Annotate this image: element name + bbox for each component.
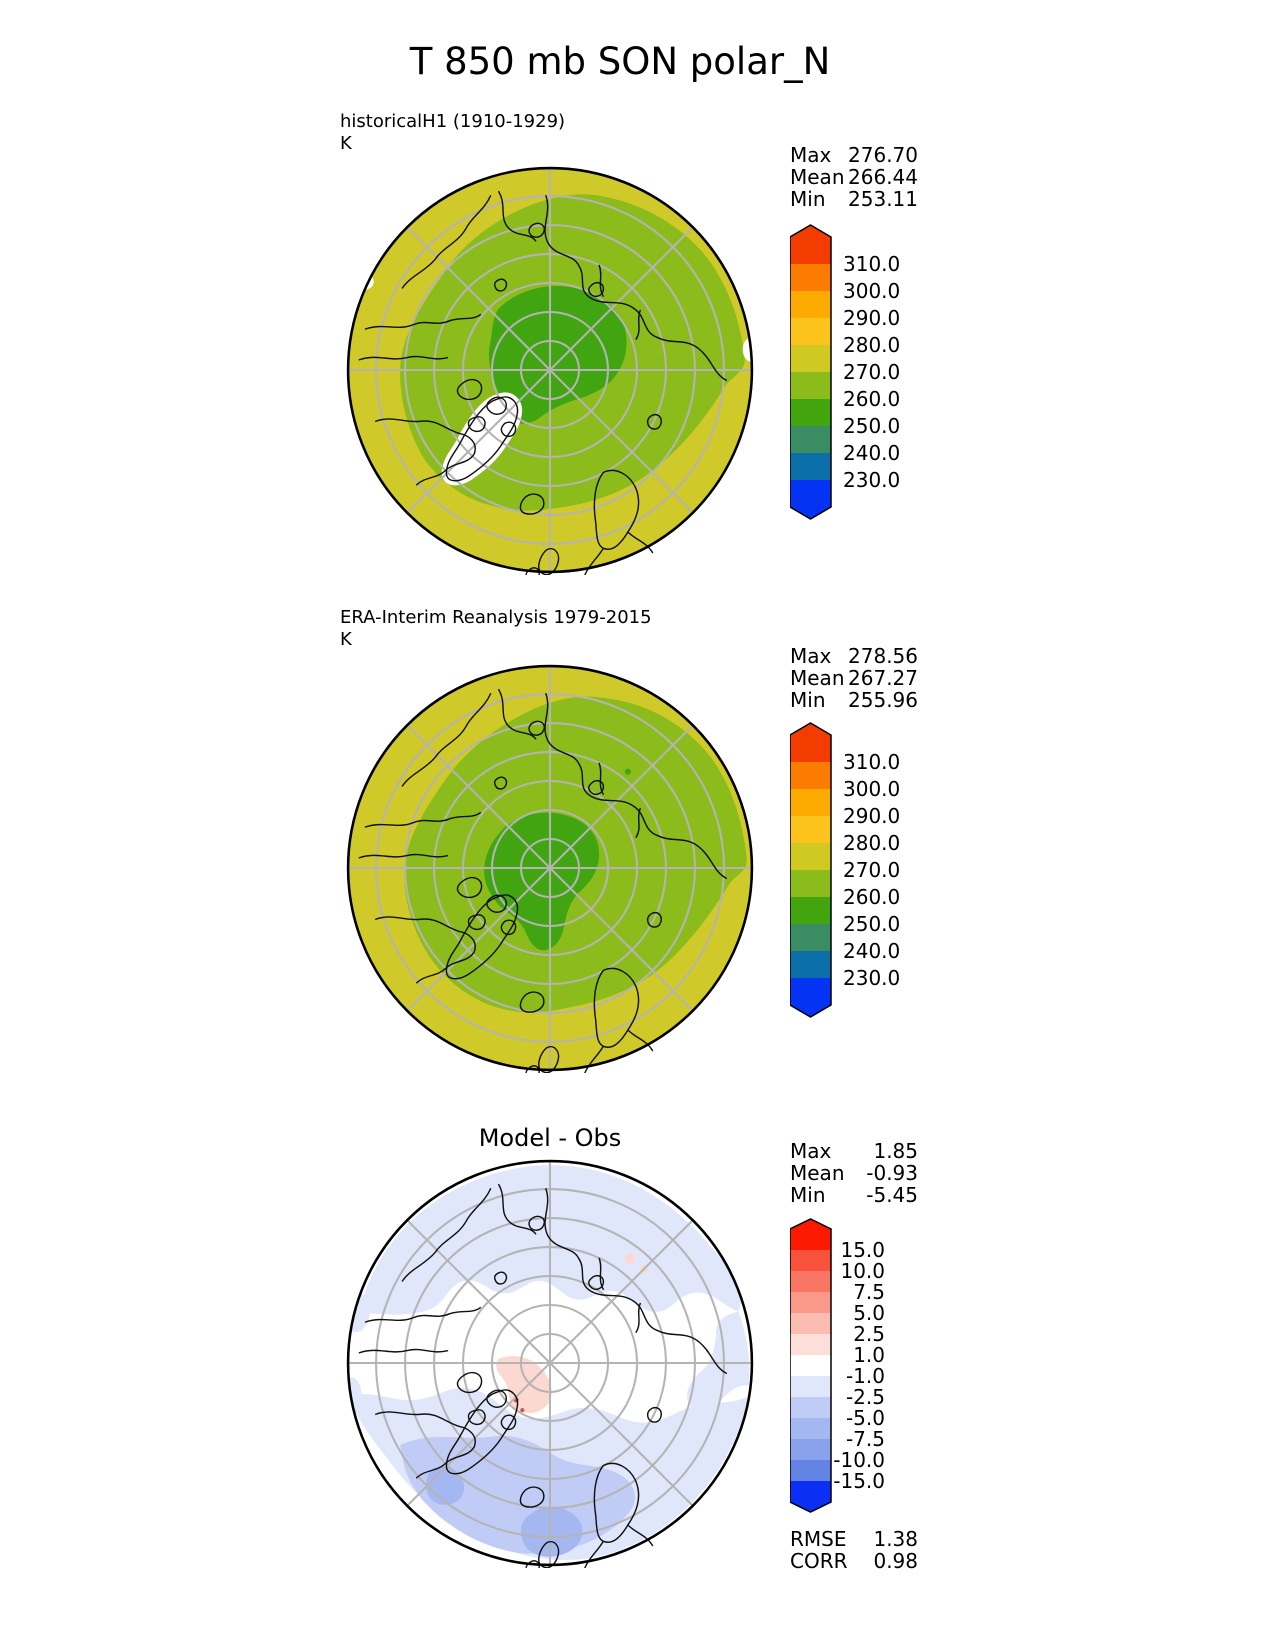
stat-value: 255.96 [848, 688, 918, 712]
stat-row: Min -5.45 [790, 1184, 918, 1206]
stat-row: Mean -0.93 [790, 1162, 918, 1184]
stat-row: Mean 266.44 [790, 166, 918, 188]
svg-text:300.0: 300.0 [843, 777, 900, 801]
panel1-units: K [340, 133, 352, 154]
panel2-title: ERA-Interim Reanalysis 1979-2015 [340, 607, 652, 628]
svg-text:280.0: 280.0 [843, 831, 900, 855]
metric-value: 0.98 [873, 1549, 918, 1573]
svg-text:240.0: 240.0 [843, 939, 900, 963]
svg-text:230.0: 230.0 [843, 966, 900, 990]
stat-label: Max [790, 1139, 832, 1163]
stat-label: Min [790, 187, 826, 211]
colorbar-svg: 310.0 300.0 290.0 280.0 270.0 260.0 250.0 240.0… [789, 224, 900, 520]
svg-text:310.0: 310.0 [843, 252, 900, 276]
svg-text:290.0: 290.0 [843, 306, 900, 330]
stat-value: 276.70 [848, 143, 918, 167]
metric-row: CORR 0.98 [790, 1550, 918, 1572]
colorbar-svg: 310.0 300.0 290.0 280.0 270.0 260.0 250.0 240.0… [789, 722, 900, 1018]
svg-text:7.5: 7.5 [853, 1280, 885, 1304]
colorbar-reanalysis: 310.0 300.0 290.0 280.0 270.0 260.0 250.0 240.0… [789, 721, 930, 1023]
svg-text:15.0: 15.0 [840, 1238, 885, 1262]
svg-text:2.5: 2.5 [853, 1322, 885, 1346]
stat-label: Min [790, 688, 826, 712]
panel1-header: historicalH1 (1910-1929) K [340, 111, 565, 155]
svg-text:280.0: 280.0 [843, 333, 900, 357]
figure-title: T 850 mb SON polar_N [409, 40, 831, 83]
svg-text:10.0: 10.0 [840, 1259, 885, 1283]
panel3-title: Model - Obs [478, 1124, 622, 1152]
stat-row: Max 278.56 [790, 645, 918, 667]
svg-text:310.0: 310.0 [843, 750, 900, 774]
map-historical [346, 166, 754, 575]
stat-value: -0.93 [866, 1161, 918, 1185]
metric-label: RMSE [790, 1527, 847, 1551]
stat-label: Mean [790, 1161, 845, 1185]
svg-text:1.0: 1.0 [853, 1343, 885, 1367]
stat-label: Max [790, 644, 832, 668]
stat-value: -5.45 [866, 1183, 918, 1207]
stat-row: Mean 267.27 [790, 667, 918, 689]
stat-row: Min 253.11 [790, 188, 918, 210]
stat-value: 278.56 [848, 644, 918, 668]
colorbar-difference: 15.0 10.0 7.5 5.0 2.5 1.0 -1.0 -2.5 -5.0 -7.5 -10.… [789, 1217, 930, 1518]
svg-text:260.0: 260.0 [843, 885, 900, 909]
stats-reanalysis: Max 278.56 Mean 267.27 Min 255.96 [790, 645, 918, 711]
stat-row: Min 255.96 [790, 689, 918, 711]
metrics-block: RMSE 1.38 CORR 0.98 [790, 1528, 918, 1572]
svg-text:5.0: 5.0 [853, 1301, 885, 1325]
panel2-header: ERA-Interim Reanalysis 1979-2015 K [340, 607, 652, 651]
stat-label: Mean [790, 165, 845, 189]
svg-text:-2.5: -2.5 [846, 1385, 885, 1409]
stat-label: Max [790, 143, 832, 167]
metric-label: CORR [790, 1549, 848, 1573]
panel2-units: K [340, 629, 352, 650]
metric-row: RMSE 1.38 [790, 1528, 918, 1550]
stat-label: Mean [790, 666, 845, 690]
svg-text:-7.5: -7.5 [846, 1427, 885, 1451]
svg-text:240.0: 240.0 [843, 441, 900, 465]
colorbar-historical: 310.0 300.0 290.0 280.0 270.0 260.0 250.0 240.0… [789, 223, 930, 525]
svg-text:290.0: 290.0 [843, 804, 900, 828]
svg-text:270.0: 270.0 [843, 858, 900, 882]
svg-text:270.0: 270.0 [843, 360, 900, 384]
stats-historical: Max 276.70 Mean 266.44 Min 253.11 [790, 144, 918, 210]
svg-text:-1.0: -1.0 [846, 1364, 885, 1388]
stat-row: Max 1.85 [790, 1140, 918, 1162]
stat-value: 253.11 [848, 187, 918, 211]
stat-value: 1.85 [873, 1139, 918, 1163]
stat-row: Max 276.70 [790, 144, 918, 166]
map-difference [346, 1159, 754, 1568]
stat-value: 266.44 [848, 165, 918, 189]
stats-difference: Max 1.85 Mean -0.93 Min -5.45 [790, 1140, 918, 1206]
svg-text:-10.0: -10.0 [833, 1448, 885, 1472]
svg-text:300.0: 300.0 [843, 279, 900, 303]
map-reanalysis [346, 664, 754, 1073]
colorbar-svg: 15.010.07.55.02.51.0-1.0-2.5-5.0-7.5-10.… [789, 1218, 885, 1513]
svg-text:-5.0: -5.0 [846, 1406, 885, 1430]
svg-text:250.0: 250.0 [843, 912, 900, 936]
stat-value: 267.27 [848, 666, 918, 690]
panel1-title: historicalH1 (1910-1929) [340, 111, 566, 132]
metric-value: 1.38 [873, 1527, 918, 1551]
svg-text:-15.0: -15.0 [833, 1469, 885, 1493]
stat-label: Min [790, 1183, 826, 1207]
svg-text:250.0: 250.0 [843, 414, 900, 438]
svg-text:260.0: 260.0 [843, 387, 900, 411]
svg-text:230.0: 230.0 [843, 468, 900, 492]
